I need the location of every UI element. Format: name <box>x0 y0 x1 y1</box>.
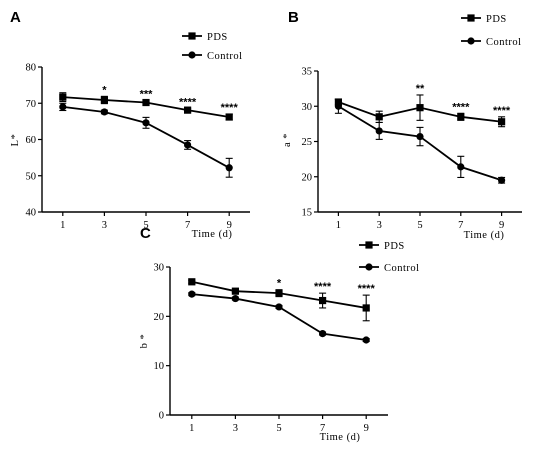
y-tick-label: 40 <box>26 208 37 219</box>
x-tick-label: 5 <box>417 220 422 231</box>
data-point-control <box>100 108 108 116</box>
data-point-control <box>457 163 465 171</box>
data-point-control <box>334 102 342 110</box>
y-tick-label: 10 <box>154 361 165 372</box>
panel-letter: C <box>140 225 151 242</box>
x-tick-label: 5 <box>143 220 148 231</box>
significance-label: **** <box>221 102 239 114</box>
data-point-pds <box>275 289 283 297</box>
significance-label: * <box>102 84 107 96</box>
data-point-control <box>231 294 239 303</box>
x-tick-label: 1 <box>189 423 194 434</box>
significance-label: **** <box>358 283 376 295</box>
legend-marker-control <box>188 51 196 59</box>
y-tick-label: 80 <box>26 63 37 74</box>
significance-label: ** <box>416 83 425 95</box>
data-point-control <box>142 119 150 127</box>
y-axis-label: b * <box>139 334 150 349</box>
data-point-pds <box>142 98 150 107</box>
x-tick-label: 3 <box>233 423 238 434</box>
legend-label-pds: PDS <box>486 14 507 25</box>
significance-label: *** <box>140 89 154 101</box>
legend-label-pds: PDS <box>207 32 228 43</box>
data-point-control <box>416 132 424 141</box>
panel-letter: B <box>288 9 299 26</box>
significance-label: **** <box>493 105 511 117</box>
data-point-pds <box>416 104 424 112</box>
data-point-control <box>188 290 196 298</box>
legend-label-control: Control <box>486 37 522 48</box>
x-tick-label: 1 <box>336 220 341 231</box>
y-tick-label: 60 <box>26 135 37 146</box>
data-point-pds <box>457 113 465 121</box>
x-axis-label: Time (d) <box>320 432 361 443</box>
legend-marker-control <box>365 263 373 271</box>
data-point-pds <box>231 287 239 295</box>
y-tick-label: 20 <box>302 172 313 183</box>
legend-marker-control <box>467 37 475 45</box>
data-point-control <box>275 303 283 311</box>
significance-label: **** <box>314 281 332 293</box>
data-point-pds <box>375 113 383 121</box>
y-tick-label: 50 <box>26 171 37 182</box>
significance-label: **** <box>452 101 470 113</box>
x-axis-label: Time (d) <box>192 229 233 240</box>
x-tick-label: 5 <box>276 423 281 434</box>
data-point-control <box>184 141 192 149</box>
x-tick-label: 9 <box>364 423 369 434</box>
x-tick-label: 9 <box>227 220 232 231</box>
x-tick-label: 7 <box>320 423 325 434</box>
legend-marker-pds <box>365 241 373 249</box>
y-tick-label: 15 <box>302 208 313 219</box>
data-point-pds <box>59 93 67 101</box>
data-point-pds <box>225 113 233 121</box>
data-point-control <box>362 336 370 344</box>
data-point-pds <box>498 118 506 126</box>
data-point-pds <box>319 296 327 305</box>
series-line-control <box>191 293 367 341</box>
x-tick-label: 7 <box>458 220 463 231</box>
x-tick-label: 9 <box>499 220 504 231</box>
legend-label-pds: PDS <box>384 241 405 252</box>
data-point-control <box>59 103 67 111</box>
significance-label: * <box>277 278 282 290</box>
x-axis-label: Time (d) <box>464 230 505 241</box>
legend-label-control: Control <box>207 51 243 62</box>
y-tick-label: 30 <box>302 102 313 113</box>
legend-label-control: Control <box>384 263 420 274</box>
legend-marker-pds <box>467 14 475 22</box>
y-axis-label: a * <box>282 133 293 147</box>
data-point-pds <box>188 278 196 286</box>
data-point-control <box>375 127 383 135</box>
data-point-control <box>319 330 327 338</box>
y-axis-label: L* <box>10 134 21 147</box>
y-tick-label: 0 <box>159 411 164 422</box>
x-tick-label: 1 <box>60 220 65 231</box>
x-tick-label: 3 <box>102 220 107 231</box>
legend-marker-pds <box>188 32 196 40</box>
data-point-control <box>498 176 506 184</box>
y-tick-label: 35 <box>302 67 313 78</box>
data-point-control <box>225 164 233 172</box>
panel-letter: A <box>10 9 21 26</box>
data-point-pds <box>100 96 108 104</box>
y-tick-label: 25 <box>302 137 313 148</box>
significance-label: **** <box>179 96 197 108</box>
y-tick-label: 30 <box>154 263 165 274</box>
series-line-control <box>62 105 230 169</box>
y-tick-label: 70 <box>26 99 37 110</box>
data-point-pds <box>184 106 192 114</box>
x-tick-label: 3 <box>377 220 382 231</box>
data-point-pds <box>362 304 370 312</box>
y-tick-label: 20 <box>154 312 165 323</box>
x-tick-label: 7 <box>185 220 190 231</box>
